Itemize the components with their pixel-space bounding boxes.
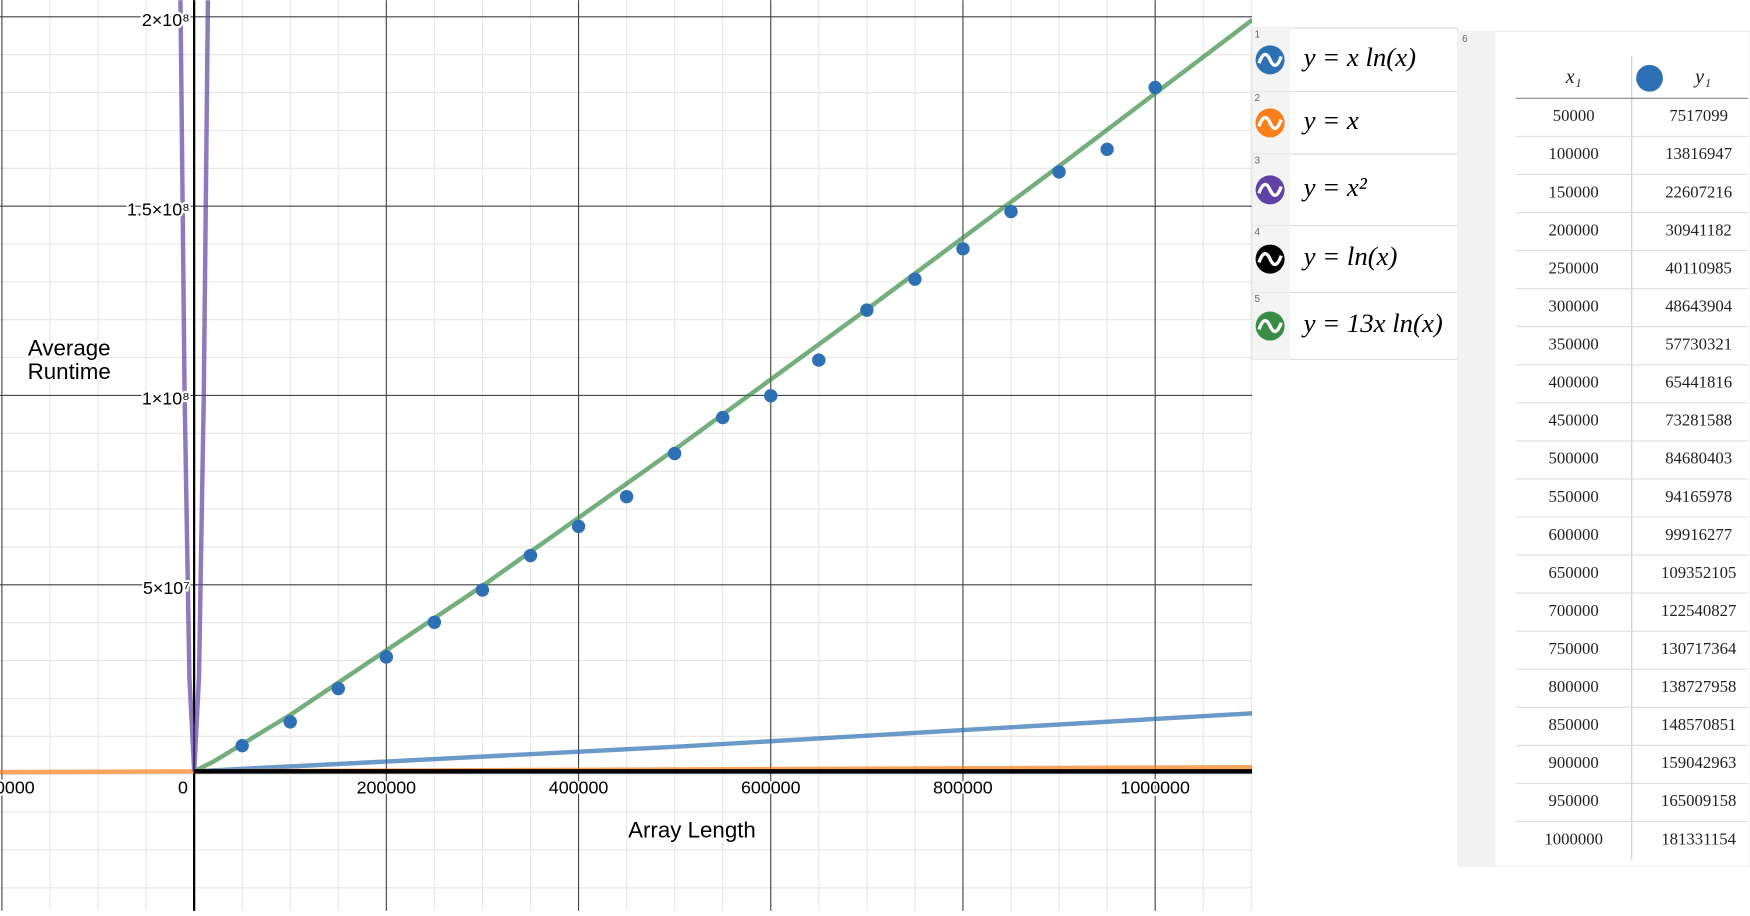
expression-icon-wave (1257, 319, 1283, 334)
expression-label: y = x (1301, 105, 1359, 135)
data-point (427, 615, 442, 629)
table-cell: 450000 (1549, 411, 1599, 430)
y-tick-label: 5×10⁷ (143, 578, 190, 598)
data-point (908, 272, 922, 286)
data-point (379, 650, 394, 664)
data-point (283, 715, 297, 729)
expression-icon-wave (1257, 52, 1283, 67)
table-cell: 73281588 (1665, 411, 1732, 430)
data-point (860, 303, 874, 317)
table-cell: 50000 (1553, 106, 1595, 125)
table-cell: 600000 (1549, 525, 1599, 544)
table-cell: 900000 (1549, 753, 1599, 772)
table-cell: 850000 (1549, 715, 1599, 734)
table-cell: 550000 (1549, 487, 1599, 506)
y-tick-label: 1.5×10⁸ (127, 199, 190, 219)
y-axis-label: Average Runtime (28, 335, 111, 383)
data-point (331, 681, 345, 696)
expression-number: 1 (1254, 29, 1260, 40)
table-number: 6 (1462, 34, 1468, 45)
table-cell: 22607216 (1665, 182, 1732, 201)
table-cell: 181331154 (1661, 829, 1736, 848)
expression-number: 3 (1254, 156, 1260, 167)
x-tick-label: -200000 (0, 777, 35, 797)
table-cell: 109352105 (1661, 563, 1736, 582)
data-point (1004, 204, 1018, 219)
table-cell: 650000 (1549, 563, 1599, 582)
data-point (1052, 165, 1066, 179)
table-cell: 40110985 (1665, 258, 1731, 277)
expression-label: y = 13x ln(x) (1301, 308, 1443, 338)
table-cell: 700000 (1549, 601, 1599, 620)
table-cell: 130717364 (1661, 639, 1737, 658)
table-cell: 165009158 (1661, 791, 1736, 810)
table-cell: 400000 (1549, 373, 1599, 392)
table-cell: 13816947 (1665, 144, 1732, 163)
table-cell: 30941182 (1665, 220, 1731, 239)
x-axis-label: Array Length (628, 818, 756, 843)
table-cell: 100000 (1549, 144, 1599, 163)
table-cell: 94165978 (1665, 487, 1732, 506)
table-cell: 750000 (1549, 639, 1599, 658)
table-cell: 250000 (1549, 258, 1599, 277)
table-cell: 500000 (1549, 449, 1599, 468)
data-point (764, 389, 778, 403)
data-point (619, 489, 634, 504)
table-cell: 122540827 (1661, 601, 1736, 620)
table-header: x₁ (1565, 66, 1582, 88)
table-cell: 800000 (1549, 677, 1599, 696)
table-cell: 148570851 (1661, 715, 1736, 734)
table-cell: 300000 (1549, 296, 1599, 315)
table-cell: 57730321 (1665, 335, 1732, 354)
expression-icon-wave (1257, 252, 1283, 267)
table-cell: 1000000 (1544, 829, 1603, 848)
x-tick-label: 0 (178, 777, 188, 797)
x-tick-label: 400000 (549, 777, 609, 797)
table-cell: 65441816 (1665, 373, 1732, 392)
table-cell: 48643904 (1665, 296, 1733, 315)
y-tick-label: 2×10⁸ (142, 10, 190, 30)
x-tick-label: 800000 (933, 777, 993, 797)
data-point (475, 583, 490, 597)
table-cell: 138727958 (1661, 677, 1736, 696)
x-tick-label: 200000 (357, 777, 417, 797)
table-gutter (1457, 31, 1496, 867)
expression-label: y = x² (1301, 172, 1368, 202)
data-point (1148, 80, 1162, 95)
expression-icon-wave (1257, 182, 1283, 197)
expression-label: y = ln(x) (1301, 241, 1398, 271)
data-point (812, 353, 826, 367)
y-tick-label: 1×10⁸ (142, 389, 190, 409)
data-point (956, 242, 970, 256)
x-tick-label: 1000000 (1120, 777, 1190, 797)
table-cell: 159042963 (1661, 753, 1736, 772)
table-cell: 7517099 (1669, 106, 1728, 125)
data-point (1100, 142, 1114, 157)
data-point (667, 446, 682, 461)
curve-13x-ln-x (193, 18, 1253, 774)
table-cell: 950000 (1549, 791, 1599, 810)
expression-number: 2 (1254, 93, 1260, 104)
table-cell: 150000 (1549, 182, 1599, 201)
table-cell: 350000 (1549, 335, 1599, 354)
expression-icon-wave (1257, 115, 1283, 130)
data-point (571, 519, 586, 534)
table-cell: 200000 (1549, 220, 1599, 239)
table-cell: 99916277 (1665, 525, 1732, 544)
table-cell: 84680403 (1665, 449, 1732, 468)
expression-number: 5 (1254, 294, 1260, 305)
table-panel (1457, 30, 1750, 867)
expression-number: 4 (1254, 227, 1260, 238)
table-header: y₁ (1693, 66, 1711, 88)
x-tick-label: 600000 (741, 777, 801, 797)
data-point (235, 738, 249, 753)
data-point (716, 410, 730, 425)
data-point (523, 548, 538, 563)
expression-label: y = x ln(x) (1301, 42, 1417, 72)
curve-x-ln-x (194, 711, 1253, 774)
series-icon[interactable] (1636, 64, 1663, 92)
